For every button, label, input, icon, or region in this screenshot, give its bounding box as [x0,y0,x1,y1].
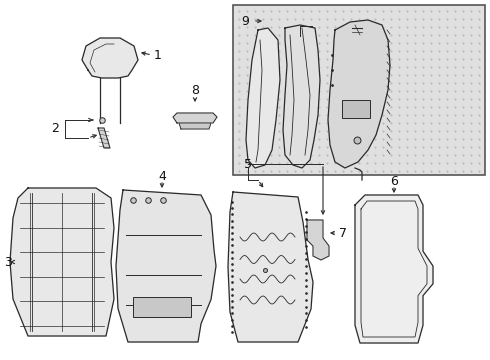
Polygon shape [355,195,433,343]
Polygon shape [307,220,329,260]
Bar [133,297,191,317]
Text: 1: 1 [154,49,162,62]
Text: 3: 3 [4,256,12,269]
Polygon shape [98,128,110,148]
Polygon shape [283,25,320,168]
Polygon shape [246,28,280,168]
Polygon shape [179,123,211,129]
Polygon shape [10,188,114,336]
Text: 9: 9 [241,14,249,27]
Text: 2: 2 [51,122,59,135]
Polygon shape [328,20,390,168]
Text: 7: 7 [339,226,347,239]
Bar [342,100,370,118]
Text: 8: 8 [191,84,199,96]
Polygon shape [173,113,217,123]
Text: 6: 6 [390,175,398,188]
Polygon shape [82,38,138,78]
Text: 4: 4 [158,170,166,183]
Polygon shape [116,190,216,342]
Polygon shape [228,192,313,342]
Text: 5: 5 [244,158,252,171]
Bar [233,5,485,175]
